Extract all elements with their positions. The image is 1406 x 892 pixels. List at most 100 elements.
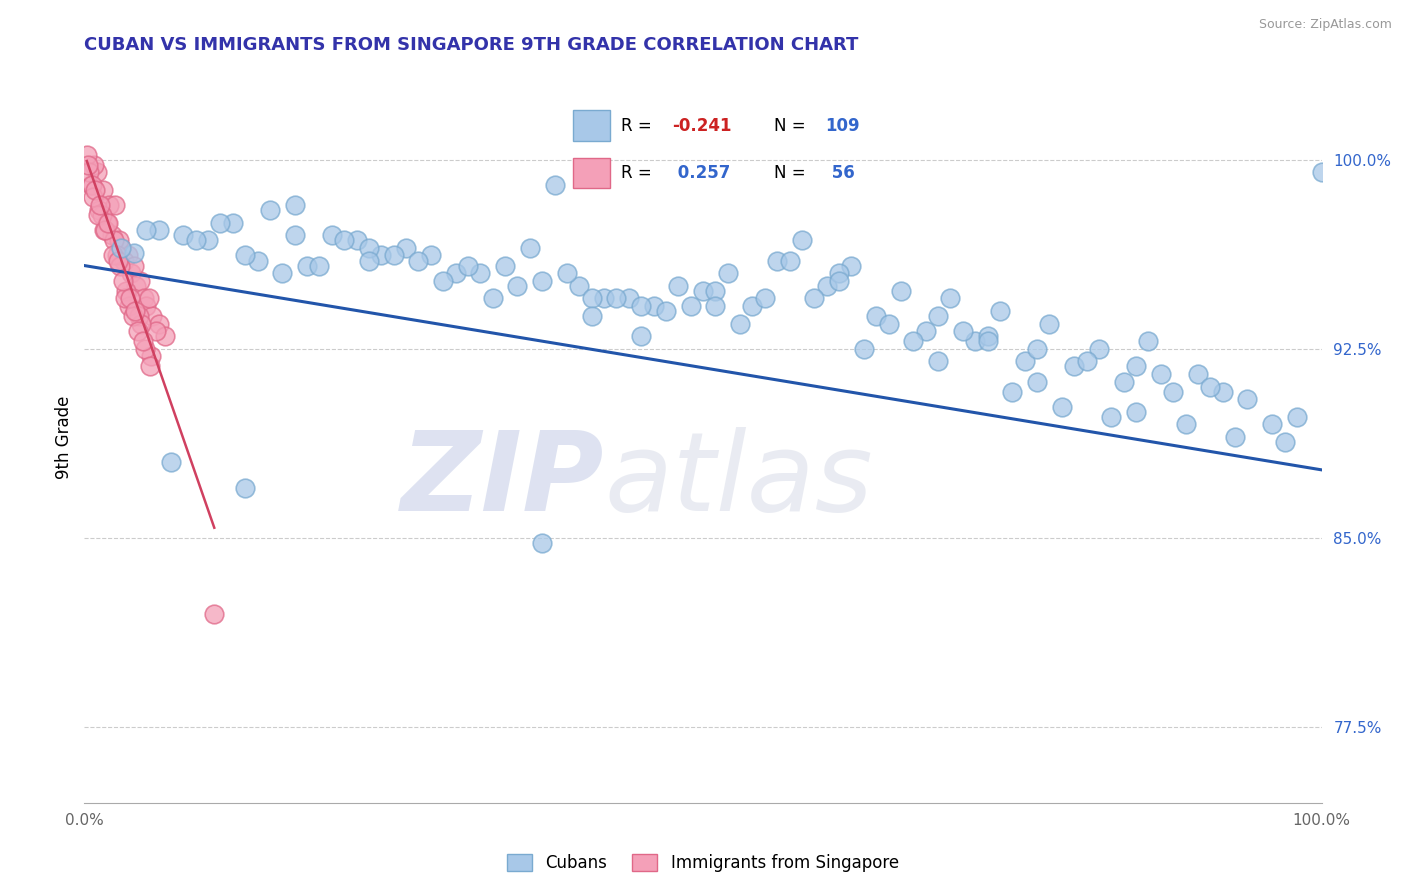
Point	[581, 291, 603, 305]
Point	[295, 259, 318, 273]
Point	[86, 165, 108, 179]
Point	[112, 253, 135, 268]
Point	[110, 241, 132, 255]
Point	[666, 278, 689, 293]
Point	[1150, 367, 1173, 381]
Point	[1125, 405, 1147, 419]
Point	[408, 253, 430, 268]
Point	[98, 198, 121, 212]
Point	[104, 198, 127, 212]
Point	[84, 183, 107, 197]
Point	[1014, 354, 1036, 368]
Point	[1137, 334, 1160, 349]
Point	[122, 259, 145, 273]
Point	[233, 481, 256, 495]
Point	[1050, 400, 1073, 414]
Text: R =: R =	[621, 117, 657, 135]
Point	[128, 309, 150, 323]
Point	[890, 284, 912, 298]
Text: ZIP: ZIP	[401, 427, 605, 534]
Point	[124, 304, 146, 318]
Point	[1026, 375, 1049, 389]
Point	[568, 278, 591, 293]
Point	[605, 291, 627, 305]
Point	[976, 334, 998, 349]
Point	[321, 228, 343, 243]
Point	[105, 248, 128, 262]
Point	[135, 299, 157, 313]
Point	[138, 291, 160, 305]
Point	[284, 228, 307, 243]
Text: -0.241: -0.241	[672, 117, 731, 135]
Point	[927, 309, 949, 323]
Point	[110, 241, 132, 255]
Point	[117, 248, 139, 262]
Point	[717, 266, 740, 280]
Point	[118, 299, 141, 313]
Point	[828, 274, 851, 288]
Point	[79, 165, 101, 179]
Point	[131, 334, 153, 349]
Point	[927, 354, 949, 368]
Point	[1274, 435, 1296, 450]
Point	[209, 216, 232, 230]
Point	[643, 299, 665, 313]
Point	[87, 208, 110, 222]
Point	[630, 299, 652, 313]
Point	[519, 241, 541, 255]
Point	[877, 317, 900, 331]
Point	[135, 223, 157, 237]
Point	[828, 266, 851, 280]
Point	[121, 309, 143, 323]
Point	[1125, 359, 1147, 374]
Text: R =: R =	[621, 164, 657, 182]
Point	[94, 223, 117, 237]
Point	[617, 291, 640, 305]
Point	[679, 299, 702, 313]
Point	[79, 178, 101, 192]
Point	[704, 299, 727, 313]
Point	[222, 216, 245, 230]
Point	[1076, 354, 1098, 368]
Point	[93, 223, 115, 237]
Point	[655, 304, 678, 318]
Point	[1088, 342, 1111, 356]
Point	[132, 291, 155, 305]
Point	[284, 198, 307, 212]
Point	[134, 342, 156, 356]
Point	[1187, 367, 1209, 381]
Point	[432, 274, 454, 288]
Point	[89, 203, 111, 218]
Point	[308, 259, 330, 273]
Point	[202, 607, 225, 621]
Point	[1063, 359, 1085, 374]
Point	[988, 304, 1011, 318]
Point	[120, 266, 142, 280]
Point	[852, 342, 875, 356]
Point	[481, 291, 503, 305]
Point	[139, 359, 162, 374]
Point	[395, 241, 418, 255]
Text: 0.257: 0.257	[672, 164, 731, 182]
Text: 109: 109	[825, 117, 860, 135]
Point	[1212, 384, 1234, 399]
Point	[115, 284, 138, 298]
Point	[494, 259, 516, 273]
Point	[114, 291, 136, 305]
Point	[470, 266, 492, 280]
Point	[1161, 384, 1184, 399]
Point	[457, 259, 479, 273]
Point	[197, 233, 219, 247]
Point	[704, 284, 727, 298]
Point	[108, 233, 131, 247]
Point	[1174, 417, 1197, 432]
Point	[692, 284, 714, 298]
Point	[122, 246, 145, 260]
Point	[766, 253, 789, 268]
Point	[865, 309, 887, 323]
Point	[259, 203, 281, 218]
Point	[965, 334, 987, 349]
Point	[952, 324, 974, 338]
Point	[141, 309, 163, 323]
Point	[141, 350, 163, 364]
